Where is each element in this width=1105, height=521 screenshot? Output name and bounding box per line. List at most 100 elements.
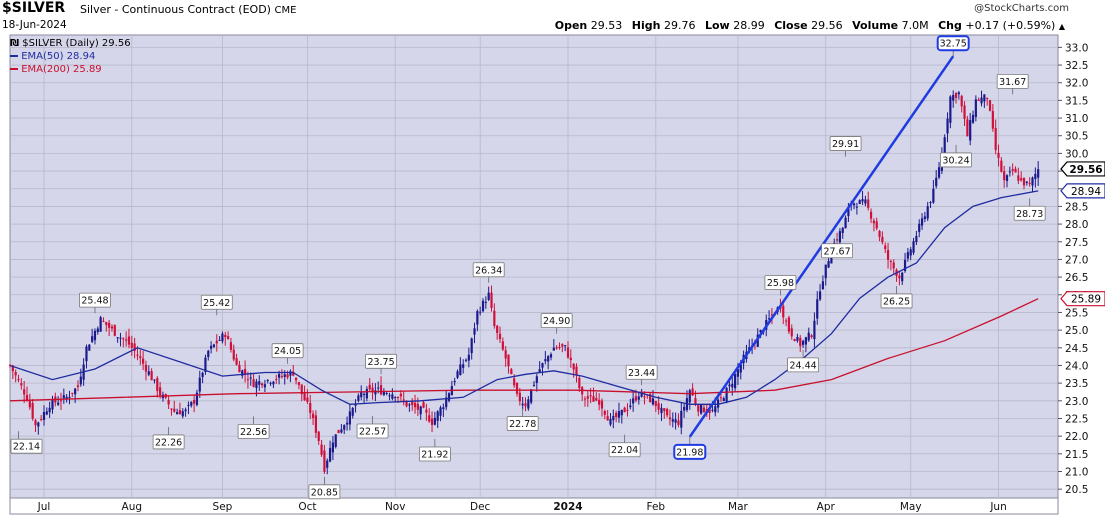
candle-body [79,376,82,385]
candle-body [971,114,975,123]
candle-body [592,396,595,402]
candle-body [521,403,524,406]
candle-body [872,220,875,224]
candle-body [937,167,941,178]
candle-body [102,320,105,322]
open-label: Open [554,19,588,32]
candle-body [912,241,915,253]
candle-body [218,339,221,341]
candle-body [255,381,258,389]
candle-body [935,177,938,187]
candle-body [674,419,677,423]
candle-body [442,407,445,410]
annotation-label: 30.24 [942,155,969,166]
candle-body [666,408,669,416]
close-label: Close [774,19,808,32]
candle-body [252,379,255,387]
candle-body [617,411,621,418]
annotation-label: 32.75 [940,39,967,50]
legend-ema50: EMA(50) 28.94 [10,51,95,62]
y-tick-label: 24.5 [1065,343,1088,355]
candle-body [156,378,159,391]
stockcharts-credit[interactable]: @StockCharts.com [974,3,1069,14]
candle-body [433,417,436,425]
candle-body [25,394,29,401]
annotation-box [940,152,972,168]
candle-body [980,97,983,104]
candle-body [258,381,261,385]
candle-body [787,317,791,332]
candle-body [334,434,337,447]
candle-body [510,369,513,375]
ohlc-readout: Open 29.53 High 29.76 Low 28.99 Close 29… [555,19,1065,32]
candle-body [243,368,247,375]
candle-body [606,416,609,421]
candle-body [507,354,510,367]
candle-body [501,341,504,350]
candle-body [394,397,397,399]
candle-body [1031,177,1034,186]
candle-body [42,412,46,420]
candle-body [954,93,958,98]
price-tag-label: 29.56 [1069,164,1102,176]
annotation-box [764,275,797,290]
candle-body [119,337,122,339]
candle-body [34,420,37,426]
candle-body [566,347,570,358]
candle-body [595,397,598,401]
y-tick-label: 22.0 [1065,431,1088,443]
candle-body [960,95,963,107]
instrument-name: Silver - Continuous Contract (EOD) [80,3,271,16]
candle-body [190,401,193,406]
candle-body [272,381,275,385]
candle-body [535,376,538,383]
candle-body [430,418,434,425]
y-tick-label: 21.5 [1065,449,1088,461]
candle-body [1028,182,1031,184]
candle-body [360,392,363,398]
price-tag [1060,183,1105,199]
candle-body [331,442,334,453]
candle-body [1011,169,1014,171]
annotation-label: 24.05 [274,346,301,357]
candle-body [583,398,587,400]
candle-body [623,407,626,413]
candle-body [838,231,842,243]
candle-body [711,409,714,411]
candle-body [105,321,108,325]
annotation-label: 22.56 [240,427,267,438]
candle-body [691,388,694,396]
candle-body [532,384,536,386]
annotation-box [365,353,397,369]
candle-body [379,385,383,395]
candle-body [767,318,771,320]
candle-body [96,328,99,333]
candle-body [337,429,340,434]
candle-body [136,354,139,356]
candle-body [416,403,419,410]
candle-body [320,444,323,455]
annotation-box [308,484,341,500]
candle-body [844,217,847,229]
candle-body [708,408,711,414]
candle-body [722,398,725,401]
annotation-label: 22.57 [359,427,386,438]
candle-body [314,415,318,433]
candle-body [127,336,131,345]
candle-body [541,363,544,368]
candle-body [881,236,884,243]
candle-body [731,383,734,388]
candle-body [198,377,201,392]
candle-body [275,378,278,380]
candle-body [377,387,380,389]
candle-body [300,384,303,395]
annotation-box [829,136,862,151]
candle-body [1017,175,1020,181]
candle-body [326,460,329,468]
y-tick-label: 30.5 [1065,131,1088,143]
candle-body [1014,168,1017,173]
candle-body [915,235,918,243]
candle-body [40,419,43,421]
annotation-box [1013,205,1046,221]
